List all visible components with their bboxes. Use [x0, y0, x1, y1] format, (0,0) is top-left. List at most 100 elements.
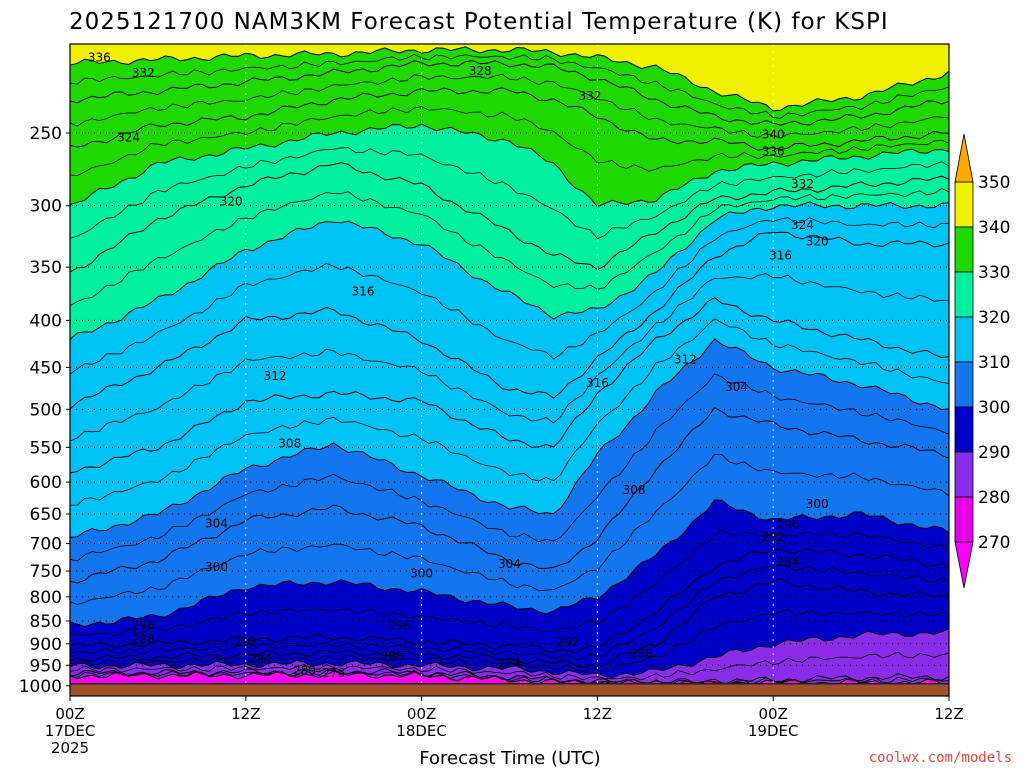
contour-label: 308: [278, 437, 301, 451]
colorbar-label: 310: [978, 353, 1010, 373]
contour-label: 304: [498, 557, 521, 571]
ground-layer: [70, 683, 949, 696]
colorbar-label: 320: [978, 308, 1010, 328]
contour-label: 328: [469, 64, 492, 78]
y-tick-label: 850: [30, 612, 62, 632]
x-tick-date: 17DEC: [45, 722, 96, 740]
y-tick-label: 1000: [19, 677, 62, 697]
colorbar-label: 270: [978, 533, 1010, 553]
contour-label: 312: [674, 352, 697, 366]
contour-label: 304: [725, 380, 748, 394]
y-tick-label: 800: [30, 588, 62, 608]
y-tick-label: 300: [30, 197, 62, 217]
contour-label: 324: [117, 131, 140, 145]
contour-label: 340: [762, 128, 785, 142]
contour-label: 304: [205, 517, 228, 531]
isentrope-320: [70, 201, 949, 340]
x-tick-label: 12Z: [934, 705, 963, 723]
isentrope-288: [70, 628, 949, 679]
colorbar-box: [954, 361, 974, 408]
contour-label: 332: [791, 177, 814, 191]
ground-fill: [70, 683, 949, 696]
isentrope-316: [70, 231, 949, 410]
isentrope-300: [70, 499, 949, 628]
isentrope-308: [70, 338, 949, 538]
contour-labels: 336 332 328 332 324 340 336 332 320 324 320 316 316 3…: [88, 51, 829, 680]
contour-label: 336: [88, 51, 111, 65]
colorbar-arrow-top: [954, 133, 974, 183]
x-tick-label: 12Z: [231, 705, 260, 723]
y-tick-label: 650: [30, 505, 62, 525]
colorbar-box: [954, 451, 974, 498]
contour-label: 288: [630, 646, 653, 660]
isentrope-322: [70, 188, 949, 307]
contour-label: 296: [132, 619, 155, 633]
contour-label: 296: [388, 619, 411, 633]
contour-label: 292: [557, 635, 580, 649]
isentrope-302: [70, 453, 949, 605]
isentrope-326: [70, 147, 949, 240]
contour-label: 300: [806, 497, 829, 511]
y-tick-label: 350: [30, 258, 62, 278]
contour-label: 332: [579, 89, 602, 103]
contour-label: 284: [776, 555, 799, 569]
y-tick-label: 400: [30, 311, 62, 331]
isentrope-340: [70, 46, 949, 112]
colorbar-box: [954, 496, 974, 543]
contour-label: 300: [205, 560, 228, 574]
isentrope-286: [70, 651, 949, 681]
contour-label: 284: [498, 657, 521, 671]
x-tick-date: 18DEC: [396, 722, 447, 740]
isentrope-306: [70, 373, 949, 562]
isentrope-334: [70, 73, 949, 139]
contour-label: 320: [806, 234, 829, 248]
isentrope-318: [70, 217, 949, 375]
x-tick-label: 00Z: [55, 705, 84, 723]
isentrope-330: [70, 106, 949, 177]
contour-label: 276: [322, 666, 345, 680]
colorbar-label: 330: [978, 263, 1010, 283]
y-tick-label: 900: [30, 635, 62, 655]
colorbar-label: 300: [978, 398, 1010, 418]
isentrope-290: [70, 609, 949, 673]
contour-label: 320: [220, 195, 243, 209]
contour-label: 288: [381, 649, 404, 663]
isentrope-contours: [70, 46, 949, 687]
contour-label: 308: [623, 483, 646, 497]
isentrope-338: [70, 53, 949, 119]
x-tick-label: 12Z: [583, 705, 612, 723]
colorbar-label: 340: [978, 218, 1010, 238]
isentrope-314: [70, 273, 949, 442]
y-tick-label: 550: [30, 438, 62, 458]
x-tick-label: 00Z: [759, 705, 788, 723]
isentrope-294: [70, 564, 949, 661]
x-tick-year: 2025: [51, 739, 89, 757]
chart-title: 2025121700 NAM3KM Forecast Potential Tem…: [69, 9, 889, 35]
colorbar-arrow-bottom: [954, 541, 974, 589]
plot-grid: [69, 44, 950, 696]
watermark: coolwx.com/models: [869, 750, 1012, 766]
isentrope-304: [70, 406, 949, 584]
colorbar-box: [954, 316, 974, 363]
plot-frame: [69, 43, 950, 697]
x-tick-date: 19DEC: [748, 722, 799, 740]
colorbar-label: 280: [978, 488, 1010, 508]
contour-label: 284: [249, 652, 272, 666]
colorbar: 350 340 330 320 310 300 290 280 270: [954, 133, 1010, 589]
y-tick-label: 450: [30, 358, 62, 378]
isentrope-332: [70, 87, 949, 151]
isentrope-298: [70, 529, 949, 637]
isentrope-292: [70, 578, 949, 668]
colorbar-label: 290: [978, 443, 1010, 463]
contour-label: 336: [762, 145, 785, 159]
isentrope-310: [70, 318, 949, 506]
isentrope-312: [70, 297, 949, 474]
isentrope-284: [70, 667, 949, 686]
contour-label: 296: [776, 517, 799, 531]
colorbar-box: [954, 271, 974, 318]
contour-label: 316: [586, 376, 609, 390]
contour-label: 280: [293, 663, 316, 677]
isentrope-328: [70, 123, 949, 208]
y-tick-label: 700: [30, 535, 62, 555]
isentrope-336: [70, 60, 949, 126]
